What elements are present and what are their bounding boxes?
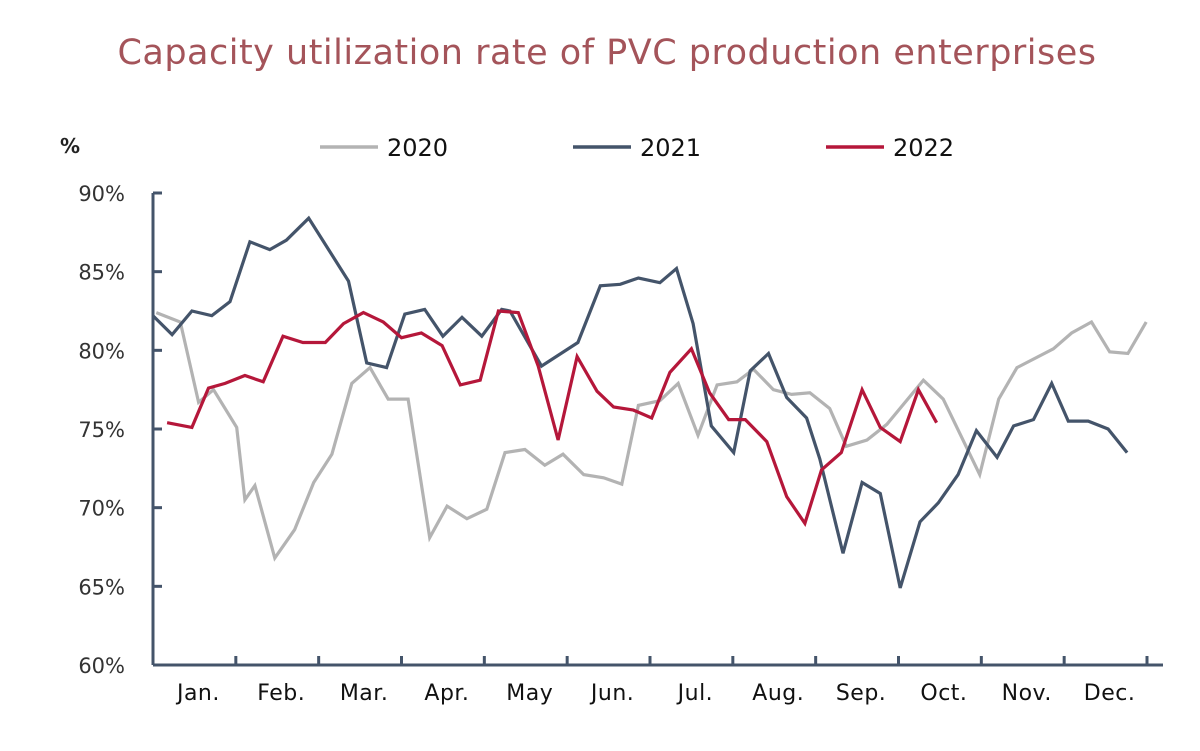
legend-label-2022: 2022: [893, 134, 954, 162]
x-tick-label: May: [506, 681, 553, 706]
series-line-2020: [155, 311, 1148, 562]
x-tick-label: Dec.: [1084, 681, 1136, 706]
y-axis-unit-label: %: [60, 134, 80, 158]
legend-label-2021: 2021: [640, 134, 701, 162]
y-tick-label: 70%: [78, 497, 125, 521]
y-tick-label: 80%: [78, 339, 125, 363]
series-line-2021: [151, 215, 1129, 589]
y-tick-label: 85%: [78, 261, 125, 285]
x-tick-label: Jan.: [175, 681, 220, 706]
y-axis-ticks: 60% 65% 70% 75% 80% 85% 90%: [78, 182, 162, 678]
x-tick-label: Oct.: [920, 681, 967, 706]
x-tick-label: Sep.: [836, 681, 886, 706]
x-tick-label: Nov.: [1002, 681, 1052, 706]
chart-title: Capacity utilization rate of PVC product…: [117, 33, 1096, 73]
legend: 2020 2021 2022: [320, 134, 954, 162]
series-lines: [151, 215, 1148, 589]
x-axis-ticks: Jan. Feb. Mar. Apr. May Jun. Jul. Aug. Sep. Oct. N…: [175, 656, 1149, 706]
x-tick-label: Jun.: [589, 681, 634, 706]
y-tick-label: 75%: [78, 418, 125, 442]
legend-label-2020: 2020: [387, 134, 448, 162]
y-tick-label: 65%: [78, 575, 125, 599]
x-tick-label: Apr.: [424, 681, 469, 706]
y-tick-label: 60%: [78, 654, 125, 678]
x-tick-label: Aug.: [752, 681, 804, 706]
x-tick-label: Mar.: [340, 681, 388, 706]
x-tick-label: Jul.: [676, 681, 714, 706]
series-line-2022: [166, 309, 939, 528]
x-tick-label: Feb.: [257, 681, 305, 706]
y-tick-label: 90%: [78, 182, 125, 206]
